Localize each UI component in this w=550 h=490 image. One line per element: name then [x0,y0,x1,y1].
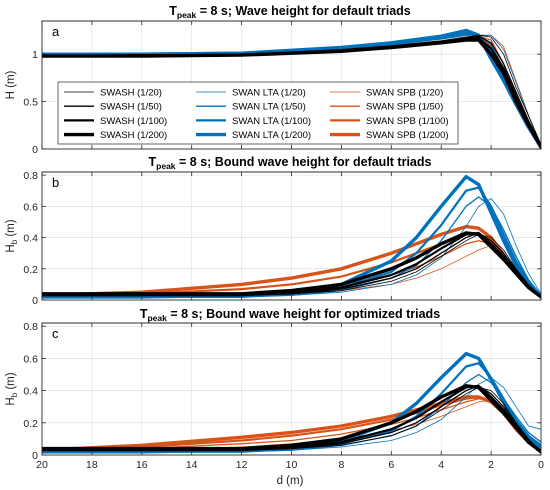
y-tick-label: 0.4 [23,386,38,398]
x-tick-label: 10 [286,459,298,471]
legend-item: SWASH (1/50) [64,102,162,113]
y-tick-label: 0.8 [23,321,38,333]
legend-item: SWASH (1/20) [64,88,162,99]
legend-item: SWAN LTA (1/20) [196,88,306,99]
x-tick-label: 12 [236,459,248,471]
legend-item: SWAN SPB (1/100) [330,116,449,127]
panel-c-axes: 20 18 16 14 12 10 8 6 4 2 000.20.40.60.8 cHb (m) [5,321,544,471]
series-group [42,28,541,149]
legend-label: SWAN SPB (1/200) [366,130,449,141]
series-line-swash-1-200 [42,38,541,149]
panel-letter: b [52,175,59,190]
x-tick-label: 4 [438,459,444,471]
x-tick-label: 8 [338,459,344,471]
x-tick-label: 18 [86,459,98,471]
y-tick-label: 0.2 [23,418,38,430]
series-group [42,175,541,299]
panel-b: Tpeak = 8 s; Bound wave height for defau… [5,155,542,307]
panel-c: Tpeak = 8 s; Bound wave height for optim… [5,307,544,471]
legend-label: SWASH (1/100) [100,116,167,127]
legend: SWASH (1/20) SWASH (1/50) SWASH (1/100) SWA… [57,81,459,145]
legend-item: SWAN LTA (1/200) [196,130,311,141]
legend-item: SWASH (1/100) [64,116,167,127]
legend-label: SWAN SPB (1/20) [366,88,443,99]
series-line-swash-1-200 [42,384,541,454]
y-tick-label: 0 [32,144,38,156]
panel-b-axes: 0 0.2 0.4 0.6 0.8 b Hb (m) [5,170,542,307]
legend-label: SWAN LTA (1/100) [232,116,311,127]
y-axis-label: Hb (m) [5,372,19,405]
x-tick-label: 20 [36,459,48,471]
legend-label: SWAN LTA (1/200) [232,130,311,141]
series-group [42,351,541,454]
legend-label: SWAN LTA (1/20) [232,88,306,99]
panel-a-title: Tpeak = 8 s; Wave height for default tri… [169,4,411,20]
legend-label: SWAN SPB (1/50) [366,102,443,113]
y-tick-label: 0.5 [23,97,38,109]
panel-c-title: Tpeak = 8 s; Bound wave height for optim… [140,307,440,323]
legend-item: SWAN SPB (1/50) [330,102,443,113]
legend-label: SWASH (1/20) [100,88,162,99]
x-tick-label: 6 [388,459,394,471]
legend-item: SWASH (1/200) [64,130,167,141]
panel-b-title: Tpeak = 8 s; Bound wave height for defau… [149,155,432,171]
y-tick-label: 1 [32,49,38,61]
y-tick-label: 0.8 [23,170,38,182]
legend-item: SWAN LTA (1/100) [196,116,311,127]
y-axis-label: Hb (m) [5,219,19,252]
legend-label: SWASH (1/200) [100,130,167,141]
y-tick-label: 0 [32,450,38,462]
x-tick-label: 14 [186,459,198,471]
x-axis-label: d (m) [277,475,304,487]
y-tick-label: 0 [32,295,38,307]
y-tick-label: 0.2 [23,264,38,276]
x-tick-label: 16 [136,459,148,471]
legend-item: SWAN LTA (1/50) [196,102,306,113]
legend-item: SWAN SPB (1/20) [330,88,443,99]
x-tick-label: 2 [488,459,494,471]
panel-letter: c [52,326,59,341]
y-axis-label: H (m) [5,70,17,99]
legend-label: SWAN SPB (1/100) [366,116,449,127]
legend-item: SWAN SPB (1/200) [330,130,449,141]
y-tick-label: 0.6 [23,353,38,365]
legend-label: SWAN LTA (1/50) [232,102,306,113]
panel-letter: a [52,24,60,39]
x-tick-label: 0 [538,459,544,471]
y-tick-label: 0.4 [23,233,38,245]
legend-label: SWASH (1/50) [100,102,162,113]
y-tick-label: 0.6 [23,201,38,213]
series-line-swash-1-200 [42,231,541,299]
legend-box [57,81,459,145]
